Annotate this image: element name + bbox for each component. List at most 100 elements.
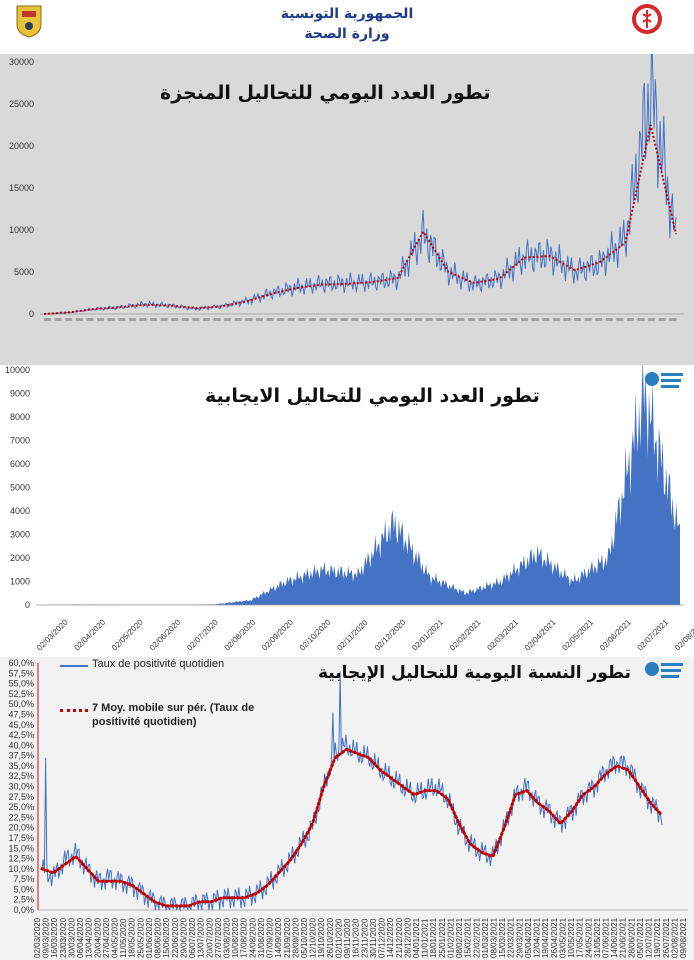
x-tick-mark [658, 318, 666, 321]
x-tick-mark [605, 318, 613, 321]
chart-panel-daily-tests: 0 5000 10000 15000 20000 25000 30000 تطور العد… [0, 54, 694, 365]
x-tick-mark [181, 318, 189, 321]
x-tick-label: 09/03/2020 [42, 917, 51, 958]
y-tick-label: 30000 [9, 57, 34, 67]
x-tick-label: 14/12/2020 [386, 917, 395, 958]
x-tick-label: 26/10/2020 [326, 917, 335, 958]
x-tick-mark [234, 318, 242, 321]
x-tick-label: 05/10/2020 [300, 917, 309, 958]
y-tick-label: 30,0% [8, 782, 34, 792]
positivity-rate-chart: 0,0%2,5%5,0%7,5%10,0%12,5%15,0%17,5%20,0… [8, 658, 688, 958]
y-tick-label: 5,0% [13, 884, 34, 894]
x-tick-mark [65, 318, 73, 321]
x-tick-label: 15/03/2021 [498, 917, 507, 958]
x-tick-label: 02/08/2020 [223, 617, 258, 652]
x-tick-label: 21/09/2020 [283, 917, 292, 958]
x-tick-label: 14/09/2020 [274, 917, 283, 958]
daily-tests-line [43, 54, 677, 315]
y-tick-label: 47,5% [8, 709, 34, 719]
x-tick-mark [436, 318, 444, 321]
x-tick-label: 18/01/2021 [429, 917, 438, 958]
x-tick-label: 02/05/2021 [560, 617, 595, 652]
x-tick-mark [44, 318, 51, 321]
x-tick-label: 29/03/2021 [515, 917, 524, 958]
x-tick-label: 28/09/2020 [291, 917, 300, 958]
x-tick-mark [499, 318, 507, 321]
chart-title-daily-positives: تطور العدد اليومي للتحاليل الايجابية [205, 385, 540, 407]
x-tick-label: 05/07/2021 [636, 917, 645, 958]
observatory-logo [644, 367, 684, 397]
x-tick-label: 02/12/2020 [373, 617, 408, 652]
y-tick-label: 17,5% [8, 833, 34, 843]
x-tick-label: 02/09/2020 [260, 617, 295, 652]
x-tick-label: 10/05/2021 [567, 917, 576, 958]
x-tick-label: 22/02/2021 [472, 917, 481, 958]
x-tick-label: 17/05/2021 [576, 917, 585, 958]
x-tick-label: 02/08/2021 [673, 617, 694, 652]
x-tick-mark [54, 318, 62, 321]
y-tick-label: 6000 [10, 459, 30, 469]
x-tick-label: 06/04/2020 [76, 917, 85, 958]
x-tick-label: 20/07/2020 [205, 917, 214, 958]
y-tick-label: 8000 [10, 412, 30, 422]
y-tick-label: 10,0% [8, 864, 34, 874]
x-tick-label: 02/10/2020 [298, 617, 333, 652]
x-tick-label: 02/04/2020 [73, 617, 108, 652]
x-tick-mark [330, 318, 338, 321]
x-tick-mark [627, 318, 634, 321]
x-tick-label: 04/05/2020 [111, 917, 120, 958]
x-tick-mark [393, 318, 401, 321]
positivity-moving-average [40, 747, 664, 908]
x-tick-label: 01/02/2021 [446, 917, 455, 958]
header: الجمهورية التونسية وزارة الصحة [0, 0, 694, 54]
x-tick-label: 15/02/2021 [464, 917, 473, 958]
x-tick-mark [277, 318, 285, 321]
x-tick-mark [160, 318, 168, 321]
x-tick-mark [574, 318, 581, 321]
x-tick-label: 11/05/2020 [119, 918, 128, 958]
x-tick-label: 11/01/2021 [421, 918, 430, 958]
x-tick-label: 26/07/2021 [662, 917, 671, 958]
header-line-1: الجمهورية التونسية [280, 6, 414, 22]
y-tick-label: 7,5% [13, 874, 34, 884]
y-tick-label: 52,5% [8, 689, 34, 699]
x-tick-label: 02/06/2021 [598, 617, 633, 652]
x-tick-mark [86, 318, 94, 321]
x-tick-mark [319, 318, 327, 321]
x-tick-mark [648, 318, 656, 321]
x-tick-label: 28/12/2020 [403, 917, 412, 958]
legend-swatch-daily-rate [60, 665, 88, 667]
x-tick-label: 22/06/2020 [171, 917, 180, 958]
y-tick-label: 15,0% [8, 843, 34, 853]
x-tick-mark [552, 318, 560, 321]
ministry-health-logo [630, 2, 664, 36]
chart-panel-positivity-rate: 0,0% 2,5% 5,0% 7,5% 10,0% 12,5% 15,0% 17,5% 20,0… [0, 657, 694, 960]
x-tick-mark [150, 318, 157, 321]
y-tick-label: 12,5% [8, 854, 34, 864]
x-tick-label: 05/04/2021 [524, 917, 533, 958]
x-tick-label: 02/05/2020 [110, 617, 145, 652]
x-tick-label: 16/11/2020 [352, 918, 361, 958]
x-tick-label: 03/05/2021 [558, 917, 567, 958]
x-tick-mark [669, 318, 677, 321]
x-tick-label: 15/06/2020 [162, 917, 171, 958]
x-tick-mark [118, 318, 126, 321]
y-tick-label: 0 [25, 600, 30, 610]
x-tick-label: 06/07/2020 [188, 917, 197, 958]
x-tick-mark [637, 318, 645, 321]
x-tick-mark [446, 318, 454, 321]
x-tick-label: 09/11/2020 [343, 918, 352, 958]
x-tick-mark [224, 318, 232, 321]
x-tick-label: 21/06/2021 [619, 917, 628, 958]
tunisia-coat-of-arms-logo [14, 4, 44, 38]
y-tick-label: 40,0% [8, 740, 34, 750]
x-tick-mark [213, 318, 221, 321]
x-tick-label: 02/06/2020 [148, 617, 183, 652]
x-tick-label: 23/03/2020 [59, 917, 68, 958]
x-tick-label: 19/04/2021 [541, 917, 550, 958]
x-tick-label: 18/05/2020 [128, 917, 137, 958]
y-tick-label: 45,0% [8, 720, 34, 730]
x-tick-label: 07/12/2020 [378, 917, 387, 958]
y-tick-label: 5000 [14, 267, 34, 277]
chart-panel-daily-positives: 0 1000 2000 3000 4000 5000 6000 7000 8000 9000 100… [0, 365, 694, 657]
